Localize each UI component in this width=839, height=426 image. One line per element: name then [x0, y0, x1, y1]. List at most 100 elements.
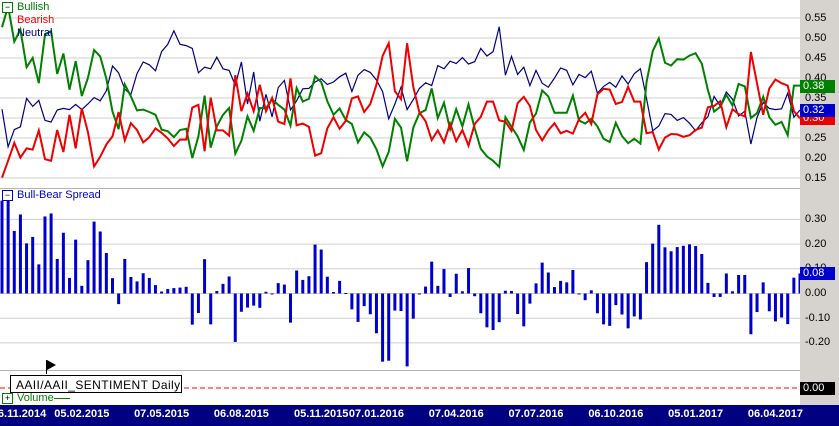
expand-box-icon[interactable]: + — [2, 393, 13, 404]
spread-bar — [166, 289, 170, 294]
spread-bar — [528, 293, 532, 304]
spread-bar — [626, 293, 630, 329]
axis-tick-label: 0.35 — [805, 91, 827, 104]
neutral-value-badge: 0.32 — [800, 103, 835, 117]
spread-bar — [460, 291, 464, 294]
spread-bar — [6, 198, 10, 294]
spread-bar — [344, 293, 348, 295]
spread-bar — [467, 268, 471, 294]
spread-bar — [730, 291, 734, 294]
spread-bar — [552, 287, 556, 294]
spread-bar — [718, 293, 722, 297]
spread-bar — [338, 280, 342, 294]
spread-bar — [289, 293, 293, 323]
spread-bar — [546, 272, 550, 294]
spread-bar — [190, 293, 194, 325]
value-axis[interactable]: 0.550.500.450.400.350.300.250.200.150.30… — [800, 0, 839, 405]
spread-bar — [792, 277, 796, 294]
spread-bar — [589, 290, 593, 294]
spread-bar — [479, 293, 483, 314]
spread-bar — [319, 249, 323, 294]
spread-bar — [123, 258, 127, 294]
spread-bar — [503, 290, 507, 294]
spread-bar — [49, 213, 53, 294]
spread-bar — [761, 282, 765, 294]
date-axis-label: 07.07.2016 — [508, 408, 564, 420]
date-axis-label: 06.04.2017 — [747, 408, 803, 420]
spread-bar — [638, 293, 642, 320]
spread-bar — [178, 287, 182, 294]
spread-bar — [331, 292, 335, 294]
spread-bar — [276, 283, 280, 294]
spread-bar — [540, 262, 544, 294]
axis-tick-label: 0.20 — [805, 237, 827, 250]
spread-bar — [313, 244, 317, 294]
spread-bar — [669, 251, 673, 294]
spread-bar — [55, 258, 59, 294]
spread-bar — [417, 293, 421, 295]
spread-bar — [74, 239, 78, 294]
chart-title-box: AAII/AAII_SENTIMENT Daily — [10, 375, 182, 393]
spread-bar — [203, 259, 207, 294]
spread-bar — [534, 283, 538, 294]
spread-bar — [215, 291, 219, 294]
spread-bar — [688, 244, 692, 294]
spread-bar — [595, 293, 599, 314]
spread-bar — [135, 281, 139, 294]
spread-bar — [25, 243, 29, 294]
spread-bar — [264, 291, 268, 294]
chart-title-text: AAII/AAII_SENTIMENT Daily — [16, 378, 181, 392]
spread-bar — [301, 279, 305, 294]
bullish-line — [1, 6, 800, 170]
spread-bar — [282, 284, 286, 294]
spread-bar — [18, 214, 22, 294]
spread-bar — [442, 269, 446, 294]
date-axis[interactable]: 06.11.2014 05.02.2015 07.05.2015 06.08.2015… — [0, 405, 839, 426]
spread-bar — [246, 293, 250, 308]
spread-bar — [724, 273, 728, 294]
spread-bar — [516, 293, 520, 315]
spread-bar — [767, 293, 771, 312]
spread-bar — [258, 293, 262, 308]
spread-bar — [786, 293, 790, 325]
spread-bar — [712, 293, 716, 297]
axis-tick-label: 0.45 — [805, 51, 827, 64]
collapse-box-icon[interactable]: − — [2, 190, 13, 201]
spread-bar — [362, 293, 366, 307]
flag-marker-icon[interactable] — [44, 360, 58, 375]
flag-pole — [46, 360, 47, 374]
spread-bar — [307, 276, 311, 294]
spread-bar — [209, 293, 213, 325]
spread-bar — [632, 293, 636, 317]
date-axis-label: 05.02.2015 — [54, 408, 110, 420]
spread-bar — [325, 276, 329, 294]
collapse-box-icon[interactable]: − — [2, 2, 13, 13]
spread-bar — [405, 293, 409, 367]
spread-bar — [614, 293, 618, 306]
spread-bar — [227, 276, 231, 294]
spread-bar — [430, 261, 434, 294]
spread-bar — [270, 293, 274, 295]
spread-bar — [743, 274, 747, 294]
spread-bar — [104, 252, 108, 294]
spread-bar — [356, 293, 360, 322]
volume-legend: + Volume — [2, 392, 70, 405]
legend-spread-label: Bull-Bear Spread — [17, 189, 101, 201]
spread-bar — [43, 216, 47, 294]
spread-bar — [160, 291, 164, 294]
spread-bar — [374, 293, 378, 334]
spread-bar — [381, 293, 385, 362]
sentiment-legend: − Bullish Bearish Neutral — [2, 1, 54, 40]
spread-bar — [110, 278, 114, 294]
spread-bar — [485, 293, 489, 328]
spread-bar — [700, 253, 704, 294]
axis-tick-label: 0.50 — [805, 31, 827, 44]
axis-tick-label: 0.30 — [805, 212, 827, 225]
axis-tick-label: -0.20 — [805, 336, 831, 349]
spread-bar — [651, 243, 655, 294]
axis-tick-label: 0.25 — [805, 131, 827, 144]
spread-bar — [749, 293, 753, 335]
spread-bar — [80, 285, 84, 294]
spread-bar — [399, 293, 403, 312]
